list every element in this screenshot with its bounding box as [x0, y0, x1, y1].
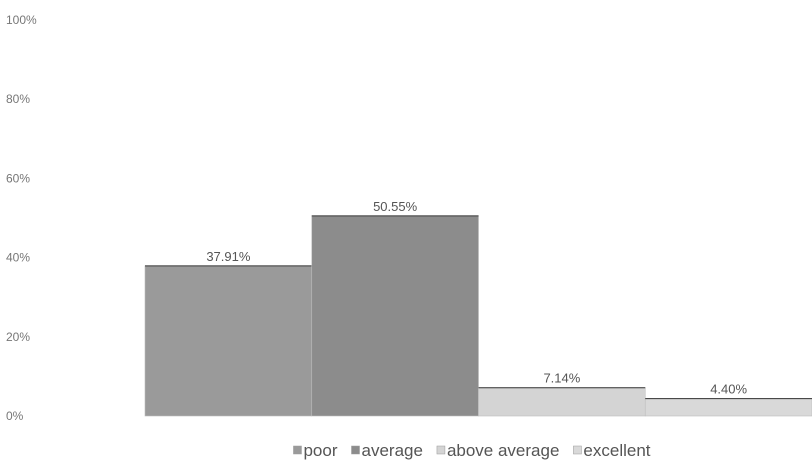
data-label: 7.14% [543, 371, 580, 386]
legend-swatch [573, 445, 582, 455]
legend-label: excellent [583, 441, 650, 460]
y-tick-label: 0% [6, 409, 24, 423]
legend-label: average [362, 441, 423, 460]
bar-above-average [478, 387, 646, 417]
y-tick-label: 60% [6, 171, 30, 185]
data-label: 50.55% [373, 199, 418, 214]
legend: poor average above average excellent [293, 441, 651, 460]
data-label: 37.91% [206, 249, 251, 264]
legend-swatch [436, 445, 446, 455]
legend-swatch [293, 445, 302, 455]
legend-swatch [351, 445, 360, 455]
y-tick-label: 40% [6, 251, 30, 265]
bar-average [311, 215, 479, 417]
y-axis: 0% 20% 40% 60% 80% 100% [6, 13, 37, 423]
y-tick-label: 80% [6, 92, 30, 106]
data-labels-group: 37.91% 50.55% 7.14% 4.40% [206, 199, 747, 397]
bar-excellent [644, 398, 812, 417]
y-tick-label: 20% [6, 330, 30, 344]
legend-label: poor [303, 441, 337, 460]
data-label: 4.40% [710, 382, 747, 397]
bar-poor [144, 265, 313, 417]
y-tick-label: 100% [6, 13, 37, 27]
bars-group [144, 215, 812, 417]
legend-label: above average [447, 441, 559, 460]
